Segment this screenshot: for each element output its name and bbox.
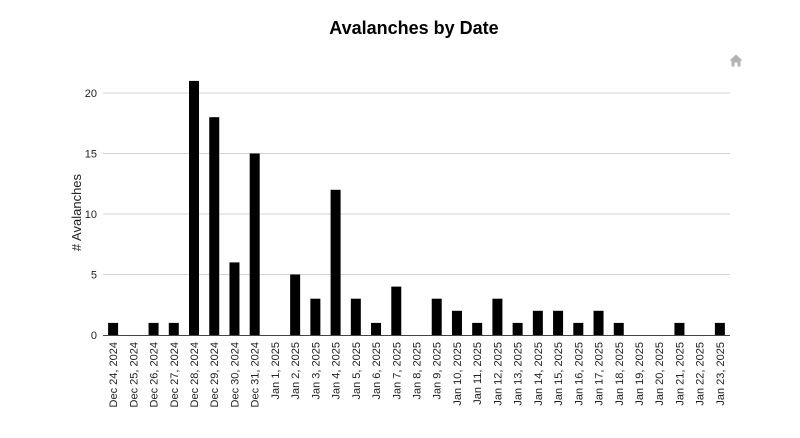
x-tick-label: Dec 27, 2024: [169, 342, 181, 407]
bar[interactable]: [371, 322, 382, 335]
bar[interactable]: [391, 286, 402, 335]
bar[interactable]: [472, 322, 483, 335]
bar[interactable]: [451, 310, 462, 335]
bar[interactable]: [512, 322, 523, 335]
x-tick-label: Jan 3, 2025: [310, 342, 322, 400]
y-tick-labels: 0 5 10 15 20: [85, 88, 97, 342]
y-tick-label: 20: [85, 88, 97, 100]
y-axis-title: # Avalanches: [69, 173, 84, 251]
bar[interactable]: [189, 80, 200, 336]
y-tick-label: 5: [91, 270, 97, 282]
bar[interactable]: [492, 298, 503, 335]
x-tick-label: Jan 11, 2025: [472, 342, 484, 405]
bar[interactable]: [532, 310, 543, 335]
x-tick-label: Jan 2, 2025: [290, 342, 302, 400]
chart-title: Avalanches by Date: [329, 18, 499, 38]
x-tick-label: Jan 1, 2025: [270, 342, 282, 400]
x-tick-label: Dec 30, 2024: [229, 342, 241, 407]
bar[interactable]: [310, 298, 321, 335]
y-tick-label: 0: [91, 330, 97, 342]
x-tick-label: Dec 28, 2024: [189, 342, 201, 407]
x-tick-label: Jan 21, 2025: [674, 342, 686, 406]
gridlines: [103, 92, 730, 275]
x-tick-label: Dec 25, 2024: [128, 342, 140, 407]
x-tick-labels: Dec 24, 2024 Dec 25, 2024 Dec 26, 2024 Dec …: [108, 342, 727, 407]
x-tick-label: Jan 17, 2025: [594, 342, 606, 406]
x-tick-label: Jan 5, 2025: [351, 342, 363, 400]
x-tick-label: Dec 26, 2024: [149, 342, 161, 407]
bar[interactable]: [168, 322, 179, 335]
x-tick-label: Jan 13, 2025: [513, 342, 525, 406]
bar[interactable]: [209, 117, 220, 335]
y-tick-label: 15: [85, 149, 97, 161]
x-tick-label: Jan 14, 2025: [533, 342, 545, 406]
x-tick-label: Jan 6, 2025: [371, 342, 383, 400]
bar[interactable]: [108, 322, 119, 335]
x-tick-label: Dec 24, 2024: [108, 342, 120, 407]
bar[interactable]: [290, 274, 301, 336]
bar[interactable]: [593, 310, 604, 335]
x-tick-label: Jan 12, 2025: [492, 342, 504, 406]
x-tick-label: Jan 18, 2025: [614, 342, 626, 406]
bar[interactable]: [229, 262, 240, 335]
x-tick-label: Jan 10, 2025: [452, 342, 464, 406]
bar[interactable]: [613, 322, 624, 335]
bar[interactable]: [350, 298, 361, 335]
bar[interactable]: [553, 310, 564, 335]
x-tick-label: Jan 15, 2025: [553, 342, 565, 406]
bar[interactable]: [249, 153, 260, 336]
y-tick-label: 10: [85, 209, 97, 221]
home-icon[interactable]: [729, 54, 743, 67]
bar[interactable]: [431, 298, 442, 335]
x-tick-label: Jan 7, 2025: [391, 342, 403, 400]
bar[interactable]: [148, 322, 159, 335]
x-tick-label: Jan 4, 2025: [331, 342, 343, 400]
bar[interactable]: [674, 322, 685, 335]
x-tick-label: Jan 23, 2025: [715, 342, 727, 406]
x-tick-label: Jan 9, 2025: [432, 342, 444, 400]
bars: [108, 80, 725, 336]
x-tick-label: Jan 8, 2025: [412, 342, 424, 400]
x-tick-label: Jan 19, 2025: [634, 342, 646, 406]
bar[interactable]: [573, 322, 584, 335]
x-tick-label: Jan 22, 2025: [695, 342, 707, 406]
bar[interactable]: [714, 322, 725, 335]
bar[interactable]: [330, 189, 341, 335]
x-tick-label: Jan 16, 2025: [573, 342, 585, 406]
x-tick-label: Dec 31, 2024: [250, 342, 262, 407]
x-tick-label: Jan 20, 2025: [654, 342, 666, 406]
x-tick-label: Dec 29, 2024: [209, 342, 221, 407]
